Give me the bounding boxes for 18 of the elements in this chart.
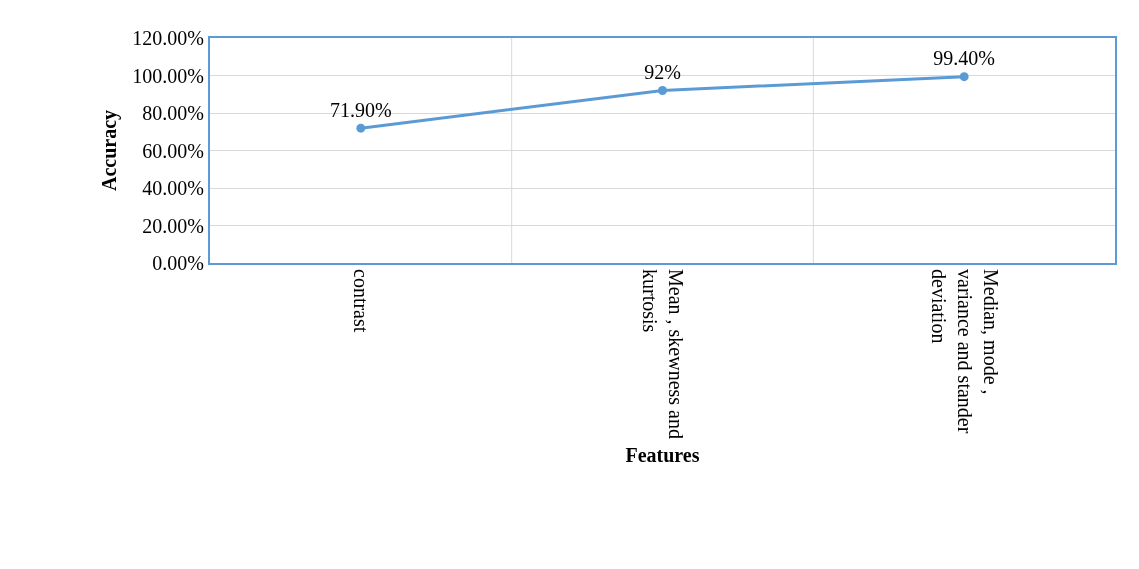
data-label: 99.40% [933, 47, 996, 70]
data-label: 92% [644, 60, 681, 83]
point [959, 72, 969, 82]
y-tick-label: 100.00% [132, 64, 204, 87]
x-tick-label: Median, mode , variance and stander deviation [927, 269, 1002, 434]
data-label: 71.90% [329, 98, 392, 121]
y-tick-label: 20.00% [142, 214, 204, 237]
x-tick-label: contrast [350, 269, 373, 333]
y-tick-label: 60.00% [142, 139, 204, 162]
x-axis-title: Features [625, 443, 700, 466]
point [356, 123, 366, 133]
point [658, 86, 667, 95]
y-tick-label: 0.00% [152, 252, 204, 274]
x-tick-label: Mean , skewness and kurtosis [639, 269, 687, 439]
y-tick-label: 40.00% [142, 177, 204, 199]
y-tick-label: 120.00% [132, 27, 204, 49]
y-tick-label: 80.00% [142, 102, 204, 124]
y-axis-title: Accuracy [98, 109, 122, 192]
